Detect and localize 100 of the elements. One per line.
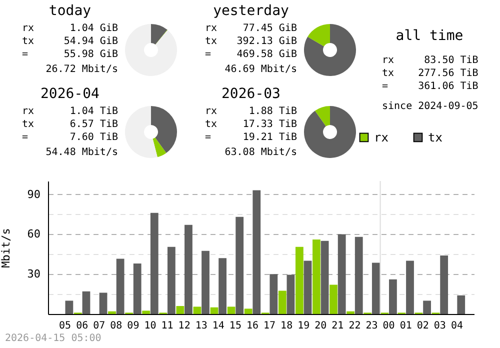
text: =: [22, 48, 30, 61]
x-tick-label: 10: [144, 320, 156, 332]
text: 83.50 TiB: [423, 54, 478, 67]
bar: [330, 284, 338, 314]
bar: [184, 224, 192, 314]
donut-slice: [152, 138, 166, 158]
text: since 2024-09-05: [382, 100, 478, 113]
donut-slice: [314, 106, 330, 126]
bar: [202, 250, 210, 314]
bar: [150, 212, 158, 314]
text: =: [382, 80, 390, 93]
y-axis-title: Mbit/s: [0, 228, 12, 268]
x-tick-label: 13: [195, 320, 208, 332]
text: 469.58 GiB: [236, 48, 297, 61]
text: 2026-04-15 05:00: [5, 333, 102, 344]
bar: [278, 290, 286, 314]
text: rx: [22, 22, 36, 35]
x-tick-label: 14: [212, 320, 224, 332]
bar: [338, 234, 346, 314]
text: =: [205, 48, 212, 61]
bar: [406, 260, 414, 314]
bar: [244, 308, 252, 314]
y-tick-label: 90: [27, 188, 40, 201]
y-tick-label: 30: [27, 268, 40, 281]
bar: [457, 295, 466, 314]
y-tick-label: 60: [27, 228, 40, 241]
donut-slice: [308, 24, 330, 46]
bar: [389, 279, 397, 314]
donut-slice: [151, 24, 168, 45]
donut-slice: [125, 24, 177, 76]
bar: [193, 306, 202, 314]
donut-slice: [151, 106, 177, 154]
text: 277.56 TiB: [417, 67, 478, 80]
text: 63.08 Mbit/s: [224, 146, 297, 159]
bar: [82, 291, 90, 314]
bar: [210, 307, 218, 314]
x-tick-label: 11: [161, 320, 174, 332]
text: rx: [205, 22, 218, 35]
x-tick-label: 21: [332, 320, 344, 332]
bar: [423, 300, 431, 314]
text: =: [205, 131, 212, 144]
text: 7.60 TiB: [68, 131, 118, 144]
bar: [372, 262, 380, 314]
x-tick-label: 09: [127, 320, 140, 332]
donut-slice: [304, 106, 356, 158]
bar: [218, 258, 227, 314]
legend-label: tx: [428, 130, 442, 144]
text: 54.94 GiB: [62, 35, 118, 48]
chart-title: 2026-03: [220, 86, 282, 102]
chart-title: today: [48, 3, 92, 19]
bar: [346, 311, 355, 314]
text: 55.98 GiB: [62, 48, 118, 61]
bar: [270, 274, 278, 314]
x-tick-label: 23: [366, 320, 378, 332]
bar: [227, 306, 236, 314]
bar: [99, 292, 108, 314]
text: 17.33 TiB: [242, 118, 297, 131]
x-tick-label: 06: [76, 320, 88, 332]
text: tx: [22, 35, 36, 48]
x-tick-label: 07: [93, 320, 106, 332]
text: all time: [394, 28, 464, 44]
x-tick-label: 12: [178, 320, 190, 332]
x-tick-label: 00: [382, 320, 395, 332]
x-tick-label: 05: [59, 320, 72, 332]
x-tick-label: 04: [450, 320, 463, 332]
text: =: [22, 131, 30, 144]
chart-title: 2026-04: [39, 86, 100, 102]
bar: [142, 310, 150, 314]
x-tick-label: 18: [280, 320, 293, 332]
bar: [304, 260, 312, 314]
x-tick-label: 15: [229, 320, 242, 332]
text: tx: [382, 67, 396, 80]
text: 26.72 Mbit/s: [44, 63, 118, 76]
bar: [65, 300, 74, 314]
x-tick-label: 16: [246, 320, 259, 332]
x-tick-label: 08: [110, 320, 122, 332]
text: rx: [22, 105, 36, 118]
bar: [312, 240, 320, 314]
text: 1.88 TiB: [248, 105, 297, 118]
text: 392.13 GiB: [236, 35, 297, 48]
bar: [252, 190, 261, 314]
text: 54.48 Mbit/s: [44, 146, 118, 159]
x-tick-label: 19: [298, 320, 310, 332]
donut-slice: [155, 30, 168, 45]
bar: [176, 306, 184, 314]
bar: [286, 274, 295, 314]
text: 1.04 GiB: [68, 22, 118, 35]
x-tick-label: 01: [400, 320, 412, 332]
bar: [295, 246, 304, 314]
text: tx: [22, 118, 36, 131]
x-tick-label: 03: [434, 320, 446, 332]
donut-slice: [304, 24, 356, 76]
donut-slice: [125, 106, 158, 158]
x-tick-label: 22: [348, 320, 361, 332]
bar: [320, 240, 329, 314]
chart-title: yesterday: [212, 3, 290, 19]
x-tick-label: 02: [416, 320, 429, 332]
legend-label: rx: [374, 130, 388, 144]
text: rx: [382, 54, 396, 67]
bar: [116, 258, 124, 314]
